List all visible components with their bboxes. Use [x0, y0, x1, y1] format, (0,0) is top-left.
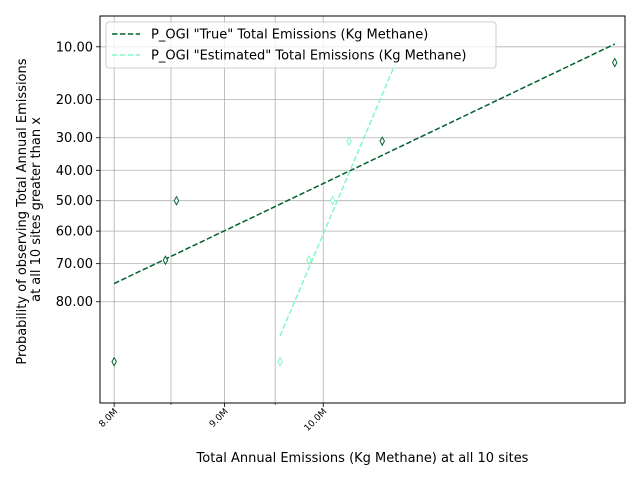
x-axis-ticks: 8.0M 9.0M 10.0M — [98, 403, 330, 434]
data-point-series-0 — [379, 136, 386, 147]
legend-label-estimated: P_OGI "Estimated" Total Emissions (Kg Me… — [151, 49, 466, 64]
y-tick-label: 80.00 — [56, 295, 93, 310]
data-point-series-1 — [346, 136, 352, 147]
plot-frame — [99, 15, 626, 404]
y-tick-label: 10.00 — [56, 40, 93, 55]
y-tick-label: 40.00 — [56, 164, 93, 179]
y-tick-label: 70.00 — [56, 257, 93, 272]
y-tick-label: 50.00 — [56, 194, 93, 209]
x-axis-label: Total Annual Emissions (Kg Methane) at a… — [196, 451, 529, 466]
y-axis-label-line-2: at all 10 sites greater than x — [29, 117, 44, 302]
y-tick-label: 20.00 — [56, 93, 93, 108]
fit-line-series-0 — [113, 43, 616, 285]
data-point-series-1 — [277, 356, 283, 367]
data-point-series-0 — [173, 195, 180, 206]
data-point-series-1 — [329, 195, 336, 206]
fit-line-series-1 — [279, 63, 397, 337]
x-tick-label: 10.0M — [303, 407, 330, 434]
y-axis-label-line-1: Probability of observing Total Annual Em… — [15, 58, 30, 364]
x-tick-label: 9.0M — [208, 407, 231, 430]
y-tick-label: 30.00 — [56, 131, 93, 146]
data-point-series-0 — [111, 356, 117, 367]
data-point-series-0 — [162, 255, 169, 266]
legend-label-true: P_OGI "True" Total Emissions (Kg Methane… — [151, 28, 428, 43]
y-axis-ticks: 10.00 20.00 30.00 40.00 50.00 60.00 70.00 80.00 — [56, 40, 100, 310]
y-tick-label: 60.00 — [56, 225, 93, 240]
y-axis-label: Probability of observing Total Annual Em… — [15, 54, 44, 364]
legend: P_OGI "True" Total Emissions (Kg Methane… — [105, 21, 497, 69]
grid — [100, 16, 625, 403]
x-tick-label: 8.0M — [98, 407, 121, 430]
data-points — [111, 57, 618, 367]
legend-box — [105, 21, 497, 69]
data-point-series-1 — [306, 255, 312, 266]
fit-lines — [113, 43, 616, 337]
data-point-series-0 — [611, 57, 618, 68]
